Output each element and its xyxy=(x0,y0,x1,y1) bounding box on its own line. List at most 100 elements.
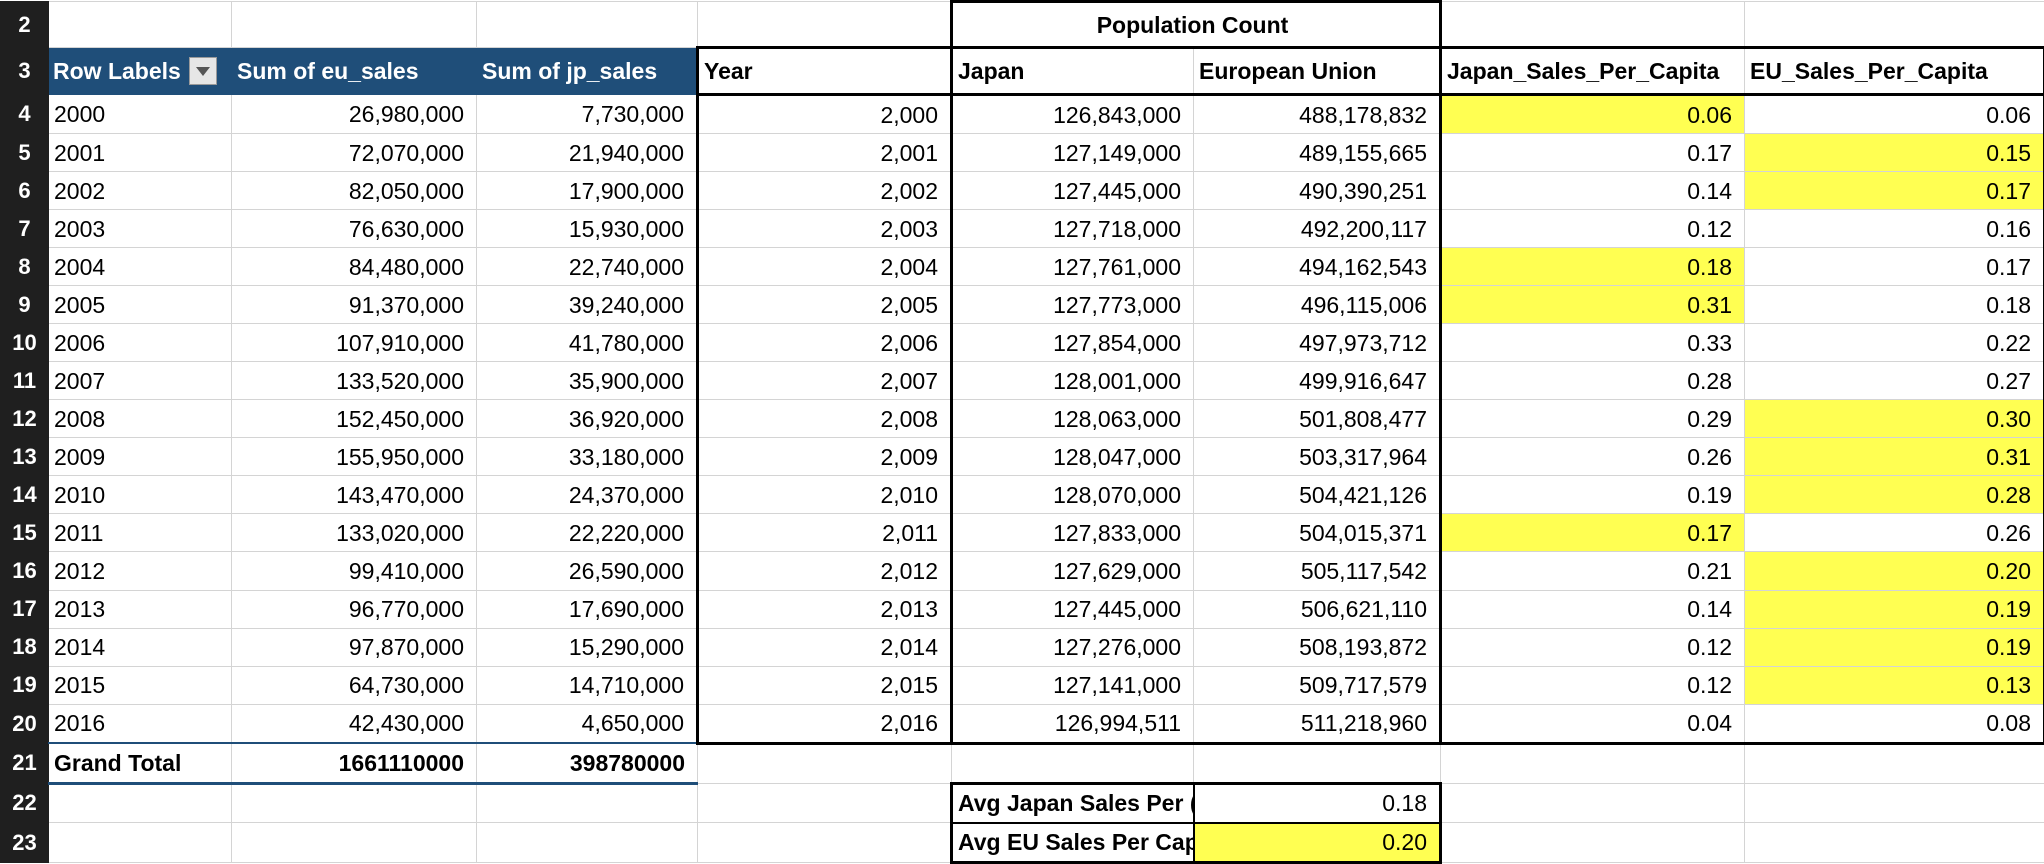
pop-year[interactable]: 2,008 xyxy=(696,399,952,439)
pivot-header-jp[interactable]: Sum of jp_sales xyxy=(476,47,698,96)
cell[interactable] xyxy=(1744,742,2044,784)
row-header[interactable]: 10 xyxy=(0,323,49,363)
pivot-row-label[interactable]: 2003 xyxy=(48,209,232,249)
eu-per-capita[interactable]: 0.18 xyxy=(1744,285,2044,325)
pivot-jp-sales[interactable]: 7,730,000 xyxy=(476,94,698,135)
pivot-header-eu[interactable]: Sum of eu_sales xyxy=(231,47,477,96)
pivot-jp-sales[interactable]: 4,650,000 xyxy=(476,703,698,744)
cell[interactable] xyxy=(1192,742,1442,784)
pop-japan[interactable]: 127,718,000 xyxy=(950,209,1194,249)
header-eu[interactable]: European Union xyxy=(1192,46,1442,97)
population-count-header[interactable]: Population Count xyxy=(949,0,1443,50)
pivot-jp-sales[interactable]: 17,690,000 xyxy=(476,589,698,629)
row-header[interactable]: 9 xyxy=(0,285,49,325)
pop-eu[interactable]: 489,155,665 xyxy=(1192,133,1442,173)
pop-eu[interactable]: 496,115,006 xyxy=(1192,285,1442,325)
pivot-jp-sales[interactable]: 39,240,000 xyxy=(476,285,698,325)
pivot-jp-sales[interactable]: 35,900,000 xyxy=(476,361,698,401)
pop-year[interactable]: 2,009 xyxy=(696,437,952,477)
row-header[interactable]: 22 xyxy=(0,782,49,824)
pop-japan[interactable]: 127,854,000 xyxy=(950,323,1194,363)
pivot-jp-sales[interactable]: 17,900,000 xyxy=(476,171,698,211)
eu-per-capita[interactable]: 0.17 xyxy=(1744,247,2044,287)
pivot-row-label[interactable]: 2015 xyxy=(48,665,232,705)
pop-eu[interactable]: 492,200,117 xyxy=(1192,209,1442,249)
pop-japan[interactable]: 127,276,000 xyxy=(950,627,1194,667)
pivot-jp-sales[interactable]: 15,290,000 xyxy=(476,627,698,667)
cell[interactable] xyxy=(697,782,952,824)
cell[interactable] xyxy=(231,0,477,49)
header-jp-per-capita[interactable]: Japan_Sales_Per_Capita xyxy=(1439,46,1746,97)
jp-per-capita[interactable]: 0.31 xyxy=(1439,285,1746,325)
jp-per-capita[interactable]: 0.06 xyxy=(1439,94,1746,135)
pivot-jp-sales[interactable]: 21,940,000 xyxy=(476,133,698,173)
row-header[interactable]: 2 xyxy=(0,0,49,49)
cell[interactable] xyxy=(697,742,952,784)
row-header[interactable]: 5 xyxy=(0,133,49,173)
row-header[interactable]: 14 xyxy=(0,475,49,515)
pop-eu[interactable]: 504,421,126 xyxy=(1192,475,1442,515)
pivot-eu-sales[interactable]: 96,770,000 xyxy=(231,589,477,629)
pivot-eu-sales[interactable]: 155,950,000 xyxy=(231,437,477,477)
pivot-row-label[interactable]: 2004 xyxy=(48,247,232,287)
cell[interactable] xyxy=(697,0,952,49)
jp-per-capita[interactable]: 0.19 xyxy=(1439,475,1746,515)
jp-per-capita[interactable]: 0.12 xyxy=(1439,665,1746,705)
eu-per-capita[interactable]: 0.16 xyxy=(1744,209,2044,249)
pivot-eu-sales[interactable]: 26,980,000 xyxy=(231,94,477,135)
eu-per-capita[interactable]: 0.30 xyxy=(1744,399,2044,439)
row-header[interactable]: 6 xyxy=(0,171,49,211)
pivot-jp-sales[interactable]: 26,590,000 xyxy=(476,551,698,591)
avg-japan-label[interactable]: Avg Japan Sales Per ( xyxy=(950,781,1194,824)
pop-eu[interactable]: 511,218,960 xyxy=(1192,703,1442,745)
eu-per-capita[interactable]: 0.27 xyxy=(1744,361,2044,401)
pop-eu[interactable]: 503,317,964 xyxy=(1192,437,1442,477)
pop-eu[interactable]: 504,015,371 xyxy=(1192,513,1442,553)
pivot-row-label[interactable]: 2000 xyxy=(48,94,232,135)
eu-per-capita[interactable]: 0.15 xyxy=(1744,133,2044,173)
pivot-jp-sales[interactable]: 24,370,000 xyxy=(476,475,698,515)
row-header[interactable]: 12 xyxy=(0,399,49,439)
pivot-jp-sales[interactable]: 41,780,000 xyxy=(476,323,698,363)
eu-per-capita[interactable]: 0.13 xyxy=(1744,665,2044,705)
pop-japan[interactable]: 127,445,000 xyxy=(950,589,1194,629)
jp-per-capita[interactable]: 0.17 xyxy=(1439,133,1746,173)
eu-per-capita[interactable]: 0.31 xyxy=(1744,437,2044,477)
pop-year[interactable]: 2,010 xyxy=(696,475,952,515)
pivot-row-label[interactable]: 2007 xyxy=(48,361,232,401)
row-header[interactable]: 15 xyxy=(0,513,49,553)
pop-year[interactable]: 2,013 xyxy=(696,589,952,629)
pop-japan[interactable]: 128,047,000 xyxy=(950,437,1194,477)
cell[interactable] xyxy=(1744,782,2044,824)
jp-per-capita[interactable]: 0.14 xyxy=(1439,171,1746,211)
eu-per-capita[interactable]: 0.19 xyxy=(1744,589,2044,629)
pivot-eu-sales[interactable]: 97,870,000 xyxy=(231,627,477,667)
pop-eu[interactable]: 501,808,477 xyxy=(1192,399,1442,439)
pop-year[interactable]: 2,001 xyxy=(696,133,952,173)
pop-japan[interactable]: 128,001,000 xyxy=(950,361,1194,401)
row-header[interactable]: 8 xyxy=(0,247,49,287)
pivot-eu-sales[interactable]: 133,520,000 xyxy=(231,361,477,401)
pivot-jp-sales[interactable]: 33,180,000 xyxy=(476,437,698,477)
pop-eu[interactable]: 497,973,712 xyxy=(1192,323,1442,363)
pop-year[interactable]: 2,015 xyxy=(696,665,952,705)
pivot-row-label[interactable]: 2011 xyxy=(48,513,232,553)
pivot-eu-sales[interactable]: 72,070,000 xyxy=(231,133,477,173)
pop-eu[interactable]: 505,117,542 xyxy=(1192,551,1442,591)
jp-per-capita[interactable]: 0.28 xyxy=(1439,361,1746,401)
pop-year[interactable]: 2,006 xyxy=(696,323,952,363)
cell[interactable] xyxy=(1440,782,1746,824)
eu-per-capita[interactable]: 0.28 xyxy=(1744,475,2044,515)
jp-per-capita[interactable]: 0.17 xyxy=(1439,513,1746,553)
pop-japan[interactable]: 128,063,000 xyxy=(950,399,1194,439)
filter-dropdown-icon[interactable] xyxy=(188,56,217,85)
avg-eu-value[interactable]: 0.20 xyxy=(1192,822,1443,864)
grand-total-jp[interactable]: 398780000 xyxy=(476,742,698,785)
row-header[interactable]: 13 xyxy=(0,437,49,477)
pop-year[interactable]: 2,007 xyxy=(696,361,952,401)
pop-year[interactable]: 2,005 xyxy=(696,285,952,325)
pivot-eu-sales[interactable]: 76,630,000 xyxy=(231,209,477,249)
eu-per-capita[interactable]: 0.22 xyxy=(1744,323,2044,363)
pivot-eu-sales[interactable]: 42,430,000 xyxy=(231,703,477,744)
pop-year[interactable]: 2,012 xyxy=(696,551,952,591)
